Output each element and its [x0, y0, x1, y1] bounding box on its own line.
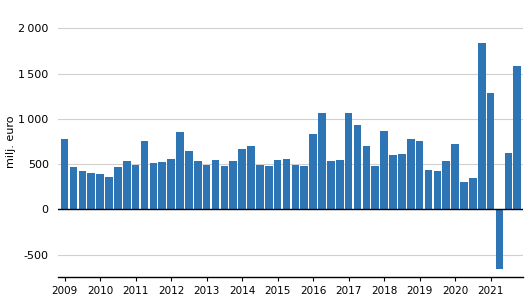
Bar — [362, 146, 370, 210]
Bar — [514, 66, 521, 210]
Bar — [194, 161, 202, 210]
Bar — [318, 113, 326, 210]
Bar — [469, 178, 477, 210]
Bar — [265, 166, 272, 210]
Bar — [141, 140, 148, 210]
Bar — [354, 125, 361, 210]
Bar — [416, 140, 423, 210]
Bar — [150, 163, 157, 210]
Bar — [159, 162, 166, 210]
Y-axis label: milj. euro: milj. euro — [6, 115, 15, 168]
Bar — [256, 165, 263, 210]
Bar — [282, 159, 290, 210]
Bar — [87, 173, 95, 210]
Bar — [442, 162, 450, 210]
Bar — [300, 166, 308, 210]
Bar — [239, 149, 246, 210]
Bar — [247, 146, 255, 210]
Bar — [345, 113, 352, 210]
Bar — [451, 144, 459, 210]
Bar — [123, 161, 131, 210]
Bar — [185, 151, 193, 210]
Bar — [230, 161, 237, 210]
Bar — [407, 139, 415, 210]
Bar — [505, 153, 512, 210]
Bar — [425, 170, 432, 210]
Bar — [389, 155, 397, 210]
Bar — [105, 177, 113, 210]
Bar — [79, 172, 86, 210]
Bar — [274, 160, 281, 210]
Bar — [61, 139, 68, 210]
Bar — [487, 93, 495, 210]
Bar — [327, 161, 335, 210]
Bar — [167, 159, 175, 210]
Bar — [460, 182, 468, 210]
Bar — [221, 166, 228, 210]
Bar — [132, 165, 140, 210]
Bar — [371, 166, 379, 210]
Bar — [309, 134, 317, 210]
Bar — [496, 210, 503, 269]
Bar — [212, 160, 220, 210]
Bar — [336, 160, 343, 210]
Bar — [114, 167, 122, 210]
Bar — [203, 165, 211, 210]
Bar — [70, 167, 77, 210]
Bar — [96, 174, 104, 210]
Bar — [434, 172, 441, 210]
Bar — [398, 154, 406, 210]
Bar — [380, 130, 388, 210]
Bar — [291, 165, 299, 210]
Bar — [176, 132, 184, 210]
Bar — [478, 43, 486, 210]
